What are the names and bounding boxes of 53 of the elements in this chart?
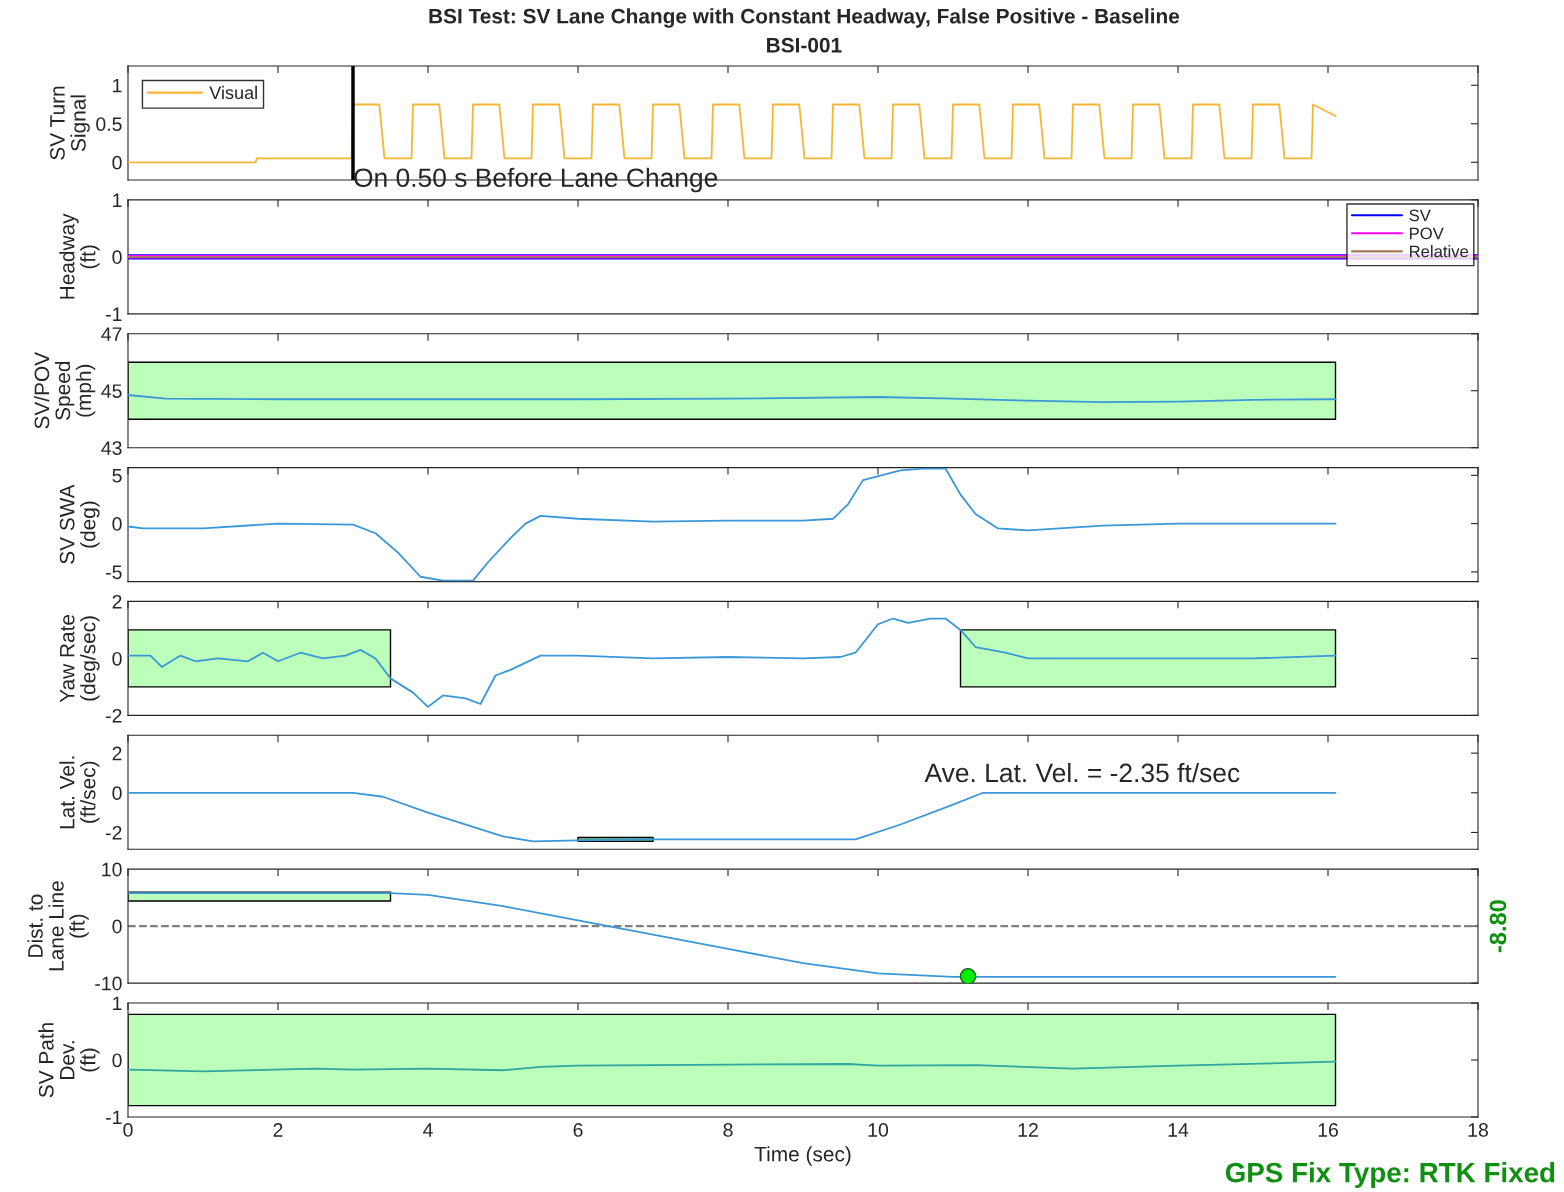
x-tick-label: 4 (423, 1123, 433, 1137)
y-tick-label: -5 (106, 565, 122, 580)
x-tick-label: 8 (723, 1123, 733, 1137)
legend-label: SV (1409, 209, 1431, 222)
text: GPS Fix Type: RTK Fixed (1225, 1162, 1555, 1188)
y-axis-title: SV/POV Speed (mph) (33, 352, 96, 429)
legend-label: POV (1409, 227, 1444, 240)
x-tick-label: 6 (573, 1123, 583, 1137)
y-tick-label: 47 (101, 327, 122, 341)
y-axis-title: SV Turn Signal (50, 86, 90, 160)
chart-subtitle: BSI-001 (767, 37, 842, 53)
annotation: Ave. Lat. Vel. = -2.35 ft/sec (924, 762, 1240, 783)
y-tick-label: 5 (112, 468, 122, 483)
y-tick-label: 0 (112, 155, 122, 170)
y-tick-label: -1 (106, 307, 122, 321)
y-axis-title: SV SWA (deg) (59, 484, 100, 564)
y-tick-label: 45 (101, 384, 122, 398)
y-tick-label: -10 (95, 976, 122, 991)
y-tick-label: 0 (112, 919, 122, 934)
y-tick-label: 10 (102, 862, 122, 877)
y-tick-label: -2 (106, 825, 122, 840)
x-tick-label: 2 (273, 1123, 283, 1137)
y-tick-label: 0 (112, 250, 122, 265)
y-tick-label: 43 (101, 441, 122, 455)
y-tick-label: 2 (112, 746, 122, 761)
x-tick-label: 10 (868, 1123, 889, 1137)
y-tick-label: 0 (112, 786, 122, 801)
y-axis-title: SV Path Dev. (ft) (38, 1023, 100, 1098)
y-tick-label: 0 (112, 517, 122, 531)
y-tick-label: 0.5 (96, 117, 122, 132)
y-tick-label: 2 (112, 594, 122, 609)
x-tick-label: 12 (1018, 1123, 1038, 1137)
x-tick-label: 16 (1318, 1123, 1338, 1137)
text: -8.80 (1489, 900, 1507, 953)
y-tick-label: -1 (106, 1110, 122, 1125)
y-tick-label: 1 (113, 996, 122, 1011)
y-axis-title: Dist. to Lane Line (ft) (27, 881, 89, 971)
legend-label: Relative (1409, 245, 1469, 258)
x-axis-title: Time (sec) (754, 1146, 851, 1166)
y-axis-title: Headway (ft) (59, 213, 100, 299)
y-tick-label: 0 (112, 651, 122, 666)
y-tick-label: 1 (113, 78, 122, 93)
chart-title: BSI Test: SV Lane Change with Constant Headway, False Positive - Baseline (429, 8, 1180, 28)
y-tick-label: 0 (112, 1053, 122, 1068)
y-axis-title: Yaw Rate (deg/sec) (60, 614, 100, 703)
legend-label: Visual (209, 85, 257, 100)
y-tick-label: 1 (113, 193, 122, 207)
x-tick-label: 0 (123, 1123, 133, 1137)
y-tick-label: -2 (106, 708, 122, 723)
x-tick-label: 14 (1168, 1123, 1189, 1137)
y-axis-title: Lat. Vel. (ft/sec) (59, 756, 100, 829)
ref-line-label: On 0.50 s Before Lane Change (354, 167, 718, 193)
x-tick-label: 18 (1468, 1123, 1488, 1137)
